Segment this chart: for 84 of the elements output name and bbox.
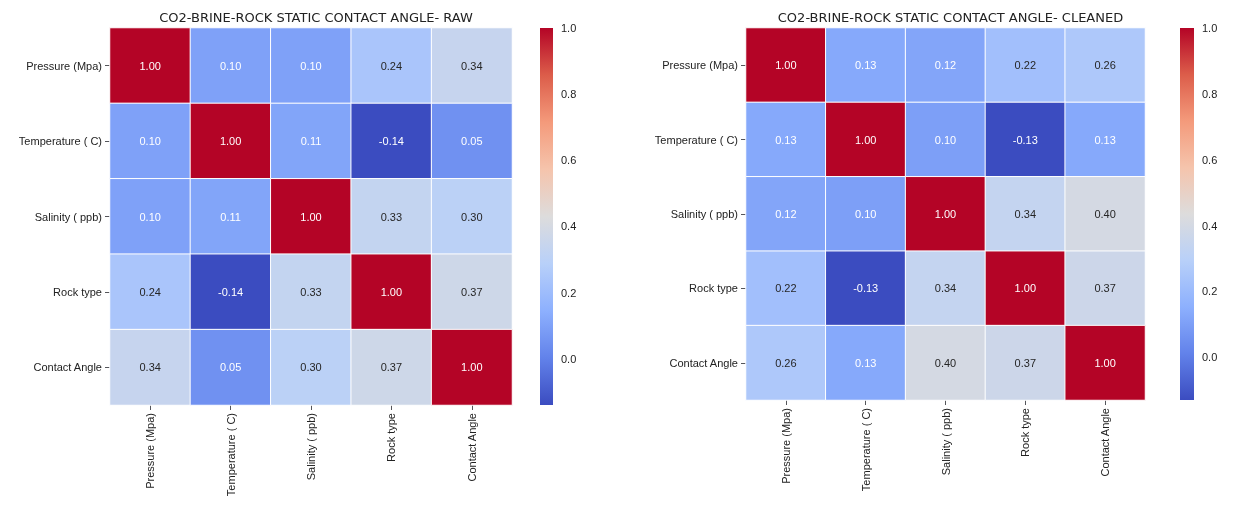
data-label: 0.13 (854, 356, 877, 369)
data-label: 0.10 (300, 59, 322, 72)
x-tick-label: Rock type (1019, 408, 1032, 457)
data-label: 0.10 (219, 59, 242, 72)
x-tick-label: Temperature ( C) (224, 413, 237, 497)
data-label: 0.34 (934, 282, 957, 295)
data-label: 1.00 (139, 59, 161, 72)
data-label: 0.40 (1094, 208, 1116, 220)
data-label: 0.10 (854, 208, 877, 220)
data-label: 1.00 (854, 133, 877, 146)
data-label: 0.26 (1094, 59, 1116, 72)
data-label: 0.37 (1094, 282, 1116, 295)
color-bar-label: 0.2 (561, 286, 577, 299)
color-bar-label: 0.6 (561, 154, 577, 167)
data-label: 0.37 (380, 361, 403, 374)
data-label: 1.00 (1094, 356, 1116, 369)
data-label: 0.37 (461, 285, 483, 298)
color-bar-label: 0.6 (1202, 153, 1218, 166)
y-tick-label: Contact Angle (669, 356, 738, 369)
data-label: 1.00 (380, 285, 403, 298)
data-label: 0.05 (461, 135, 483, 148)
data-label: 1.00 (775, 59, 797, 72)
color-bar-label: 0.4 (561, 220, 577, 233)
data-label: 0.34 (1014, 208, 1037, 220)
data-label: 0.22 (1014, 59, 1037, 72)
data-label: 1.00 (300, 210, 322, 223)
data-label: 0.34 (461, 59, 483, 72)
data-label: 0.12 (775, 208, 797, 220)
y-tick-label: Salinity ( ppb) (34, 210, 102, 223)
data-label: 0.37 (1014, 356, 1037, 369)
data-label: -0.14 (378, 135, 404, 148)
x-tick-label: Salinity ( ppb) (305, 413, 317, 481)
color-bar-label: 0.8 (1202, 87, 1218, 100)
data-label: 0.11 (300, 135, 322, 148)
x-tick-label: Pressure (Mpa) (144, 413, 157, 489)
y-tick-label: Pressure (Mpa) (26, 59, 102, 72)
data-label: 0.13 (1094, 133, 1116, 146)
data-label: 0.33 (300, 285, 322, 298)
chart-title: CO2-BRINE-ROCK STATIC CONTACT ANGLE- CLEANED (777, 10, 1124, 25)
data-label: -0.13 (853, 282, 879, 295)
chart-title: CO2-BRINE-ROCK STATIC CONTACT ANGLE- RAW (159, 10, 473, 25)
data-label: 1.00 (219, 135, 242, 148)
data-label: 0.05 (219, 361, 242, 374)
x-tick-label: Rock type (385, 413, 398, 462)
data-label: 0.24 (139, 285, 161, 298)
y-tick-label: Rock type (53, 285, 102, 298)
y-tick-label: Contact Angle (33, 361, 102, 374)
data-label: 0.34 (139, 361, 161, 374)
data-label: 0.13 (854, 59, 877, 72)
color-bar-label: 0.0 (1202, 351, 1218, 364)
data-label: 0.26 (775, 356, 797, 369)
data-label: -0.13 (1012, 133, 1038, 146)
data-label: 0.30 (461, 210, 483, 223)
data-label: 1.00 (461, 361, 483, 374)
color-bar-label: 0.2 (1202, 285, 1218, 298)
data-label: 0.24 (380, 59, 403, 72)
data-label: 1.00 (934, 208, 957, 220)
data-label: 0.33 (380, 210, 403, 223)
color-bar-label: 0.0 (561, 352, 577, 365)
y-tick-label: Temperature ( C) (18, 135, 102, 148)
data-label: 0.13 (775, 133, 797, 146)
x-tick-label: Pressure (Mpa) (779, 408, 792, 484)
color-bar-label: 0.4 (1202, 219, 1218, 232)
y-tick-label: Salinity ( ppb) (670, 208, 738, 220)
y-tick-label: Pressure (Mpa) (662, 59, 738, 72)
data-label: 0.10 (139, 135, 161, 148)
data-label: -0.14 (218, 285, 244, 298)
x-tick-label: Contact Angle (1099, 408, 1112, 477)
data-label: 0.12 (934, 59, 957, 72)
data-label: 1.00 (1014, 282, 1037, 295)
color-bar-label: 1.0 (1202, 22, 1218, 34)
data-label: 0.10 (139, 210, 161, 223)
data-label: 0.40 (934, 356, 957, 369)
color-bar-label: 0.8 (561, 88, 577, 101)
data-label: 0.10 (934, 133, 957, 146)
x-tick-label: Salinity ( ppb) (939, 408, 952, 476)
y-tick-label: Rock type (689, 282, 738, 295)
x-tick-label: Temperature ( C) (859, 408, 872, 492)
data-label: 0.30 (300, 361, 322, 374)
data-label: 0.11 (220, 210, 241, 223)
data-label: 0.22 (775, 282, 797, 295)
x-tick-label: Contact Angle (465, 413, 478, 482)
color-bar-label: 1.0 (561, 22, 577, 34)
y-tick-label: Temperature ( C) (654, 133, 738, 146)
